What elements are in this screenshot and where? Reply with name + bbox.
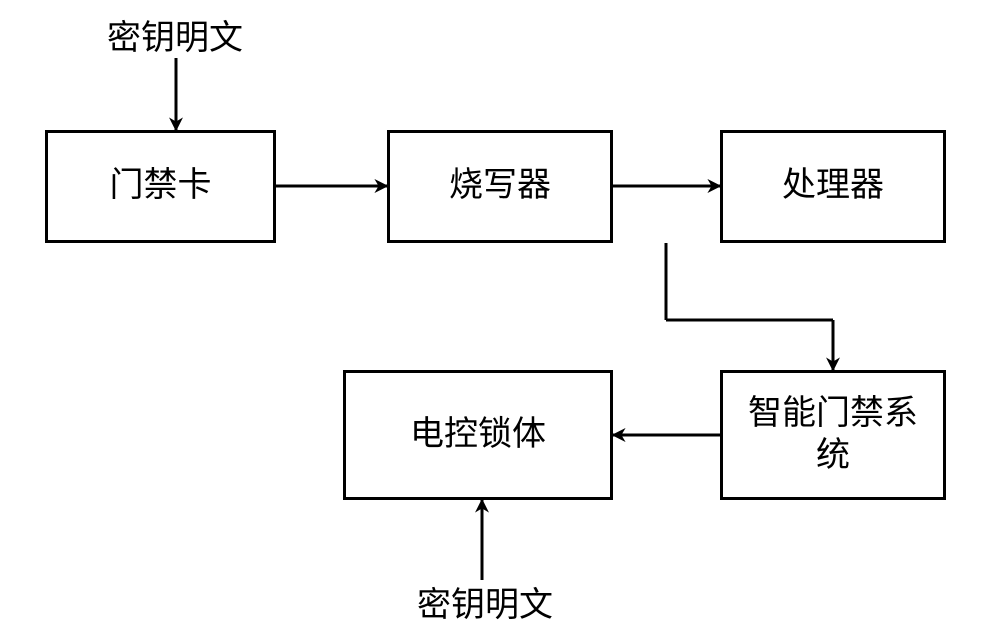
node-processor: 处理器: [720, 130, 946, 243]
node-card: 门禁卡: [45, 130, 276, 243]
node-label-card: 门禁卡: [110, 165, 212, 208]
node-label-processor: 处理器: [782, 165, 884, 208]
node-label-lock: 电控锁体: [410, 414, 546, 457]
node-input_bottom: 密钥明文: [405, 585, 565, 625]
node-label-writer: 烧写器: [449, 165, 551, 208]
node-label-input_bottom: 密钥明文: [417, 587, 553, 624]
node-lock: 电控锁体: [343, 370, 613, 500]
node-writer: 烧写器: [387, 130, 613, 243]
arrows-layer: [0, 0, 1000, 639]
diagram-canvas: 密钥明文门禁卡烧写器处理器智能门禁系统电控锁体密钥明文: [0, 0, 1000, 639]
node-label-system: 智能门禁系统: [748, 393, 918, 478]
node-label-input_top: 密钥明文: [107, 20, 243, 57]
node-system: 智能门禁系统: [720, 370, 946, 500]
node-input_top: 密钥明文: [95, 18, 255, 58]
